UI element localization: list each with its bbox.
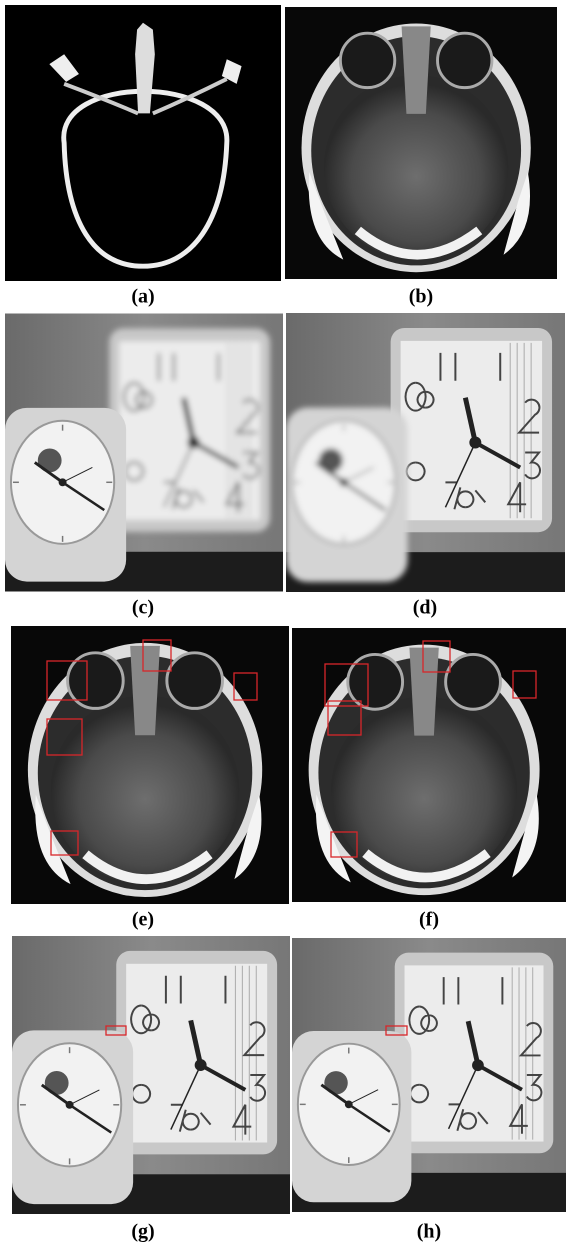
image (285, 7, 557, 279)
image (286, 313, 565, 592)
caption: (h) (417, 1221, 441, 1243)
caption: (f) (419, 909, 439, 931)
caption: (b) (409, 286, 433, 308)
highlight-box (105, 1025, 127, 1036)
highlight-boxes (46, 639, 258, 856)
image (11, 626, 289, 904)
caption: (d) (413, 597, 437, 619)
caption: (c) (132, 597, 154, 619)
image (12, 936, 290, 1214)
highlight-boxes (324, 640, 537, 858)
caption: (g) (131, 1221, 154, 1243)
image (5, 314, 283, 592)
image (292, 628, 566, 902)
image (292, 938, 566, 1212)
image (5, 5, 281, 281)
highlight-box (385, 1025, 408, 1036)
caption: (a) (131, 286, 154, 308)
caption: (e) (132, 909, 154, 931)
